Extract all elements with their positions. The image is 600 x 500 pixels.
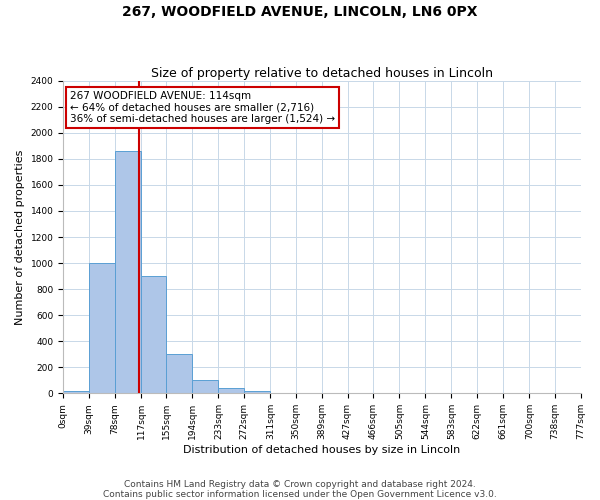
Bar: [193, 380, 218, 394]
Bar: [115, 151, 141, 394]
Text: Contains HM Land Registry data © Crown copyright and database right 2024.
Contai: Contains HM Land Registry data © Crown c…: [103, 480, 497, 499]
Bar: [244, 390, 270, 394]
Text: 267, WOODFIELD AVENUE, LINCOLN, LN6 0PX: 267, WOODFIELD AVENUE, LINCOLN, LN6 0PX: [122, 5, 478, 19]
Bar: [89, 263, 115, 394]
Bar: [166, 354, 193, 394]
Y-axis label: Number of detached properties: Number of detached properties: [15, 150, 25, 324]
Bar: [218, 388, 244, 394]
Text: 267 WOODFIELD AVENUE: 114sqm
← 64% of detached houses are smaller (2,716)
36% of: 267 WOODFIELD AVENUE: 114sqm ← 64% of de…: [70, 91, 335, 124]
Bar: [63, 390, 89, 394]
Title: Size of property relative to detached houses in Lincoln: Size of property relative to detached ho…: [151, 66, 493, 80]
Bar: [141, 276, 166, 394]
X-axis label: Distribution of detached houses by size in Lincoln: Distribution of detached houses by size …: [183, 445, 461, 455]
